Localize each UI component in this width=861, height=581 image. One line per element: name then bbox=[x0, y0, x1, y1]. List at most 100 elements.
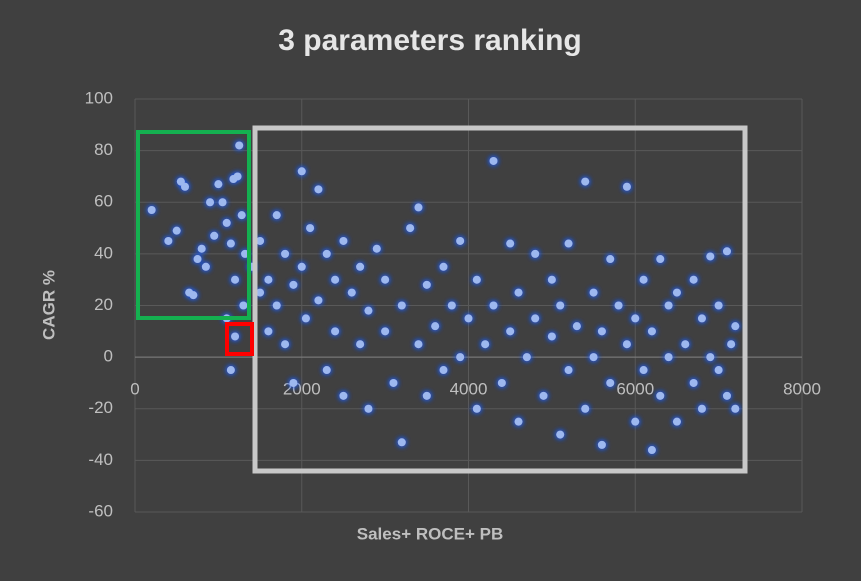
point bbox=[231, 275, 240, 284]
point bbox=[672, 417, 681, 426]
point bbox=[222, 218, 231, 227]
point bbox=[181, 182, 190, 191]
point bbox=[281, 340, 290, 349]
point bbox=[464, 314, 473, 323]
point bbox=[547, 332, 556, 341]
point bbox=[622, 182, 631, 191]
point bbox=[322, 249, 331, 258]
point bbox=[439, 262, 448, 271]
point bbox=[589, 353, 598, 362]
point bbox=[556, 430, 565, 439]
gray-box bbox=[252, 125, 748, 474]
point bbox=[218, 198, 227, 207]
point bbox=[281, 249, 290, 258]
point bbox=[297, 167, 306, 176]
y-tick-label: 80 bbox=[94, 140, 113, 159]
point bbox=[697, 314, 706, 323]
point bbox=[231, 332, 240, 341]
point bbox=[364, 404, 373, 413]
point bbox=[597, 440, 606, 449]
point bbox=[347, 288, 356, 297]
y-tick-label: 40 bbox=[94, 243, 113, 262]
point bbox=[664, 353, 673, 362]
point bbox=[214, 180, 223, 189]
point bbox=[664, 301, 673, 310]
point bbox=[406, 224, 415, 233]
point bbox=[397, 438, 406, 447]
point bbox=[614, 301, 623, 310]
point bbox=[606, 378, 615, 387]
point bbox=[531, 314, 540, 323]
point bbox=[172, 226, 181, 235]
point bbox=[506, 327, 515, 336]
point bbox=[631, 314, 640, 323]
point bbox=[264, 275, 273, 284]
point bbox=[197, 244, 206, 253]
point bbox=[681, 340, 690, 349]
point bbox=[556, 301, 565, 310]
point bbox=[164, 236, 173, 245]
point bbox=[522, 353, 531, 362]
point bbox=[389, 378, 398, 387]
y-tick-label: 100 bbox=[85, 88, 113, 107]
chart-title: 3 parameters ranking bbox=[278, 24, 581, 57]
point bbox=[364, 306, 373, 315]
point bbox=[210, 231, 219, 240]
point bbox=[531, 249, 540, 258]
point bbox=[547, 275, 556, 284]
x-axis-title: Sales+ ROCE+ PB bbox=[357, 524, 503, 543]
point bbox=[201, 262, 210, 271]
point bbox=[639, 275, 648, 284]
point bbox=[714, 301, 723, 310]
point bbox=[235, 141, 244, 150]
point bbox=[564, 366, 573, 375]
point bbox=[722, 391, 731, 400]
point bbox=[256, 288, 265, 297]
point bbox=[289, 378, 298, 387]
point bbox=[189, 291, 198, 300]
point bbox=[572, 322, 581, 331]
point bbox=[447, 301, 456, 310]
point bbox=[672, 288, 681, 297]
point bbox=[439, 366, 448, 375]
point bbox=[689, 378, 698, 387]
point bbox=[226, 239, 235, 248]
point bbox=[472, 404, 481, 413]
y-tick-label: 0 bbox=[104, 347, 113, 366]
point bbox=[639, 366, 648, 375]
point bbox=[331, 327, 340, 336]
y-tick-label: -60 bbox=[88, 501, 113, 520]
point bbox=[564, 239, 573, 248]
point bbox=[381, 275, 390, 284]
point bbox=[647, 446, 656, 455]
point bbox=[322, 366, 331, 375]
point bbox=[722, 247, 731, 256]
point bbox=[472, 275, 481, 284]
point bbox=[233, 172, 242, 181]
point bbox=[731, 322, 740, 331]
point bbox=[314, 296, 323, 305]
point bbox=[597, 327, 606, 336]
point bbox=[147, 205, 156, 214]
point bbox=[514, 417, 523, 426]
point bbox=[489, 156, 498, 165]
point bbox=[422, 280, 431, 289]
point bbox=[514, 288, 523, 297]
point bbox=[356, 262, 365, 271]
point bbox=[581, 177, 590, 186]
red-box bbox=[225, 322, 254, 356]
point bbox=[301, 314, 310, 323]
point bbox=[606, 255, 615, 264]
point bbox=[706, 353, 715, 362]
y-tick-label: 20 bbox=[94, 295, 113, 314]
x-tick-label: 2000 bbox=[283, 380, 321, 399]
point bbox=[706, 252, 715, 261]
point bbox=[264, 327, 273, 336]
point bbox=[622, 340, 631, 349]
point bbox=[372, 244, 381, 253]
point bbox=[581, 404, 590, 413]
point bbox=[689, 275, 698, 284]
points bbox=[147, 141, 740, 455]
point bbox=[314, 185, 323, 194]
